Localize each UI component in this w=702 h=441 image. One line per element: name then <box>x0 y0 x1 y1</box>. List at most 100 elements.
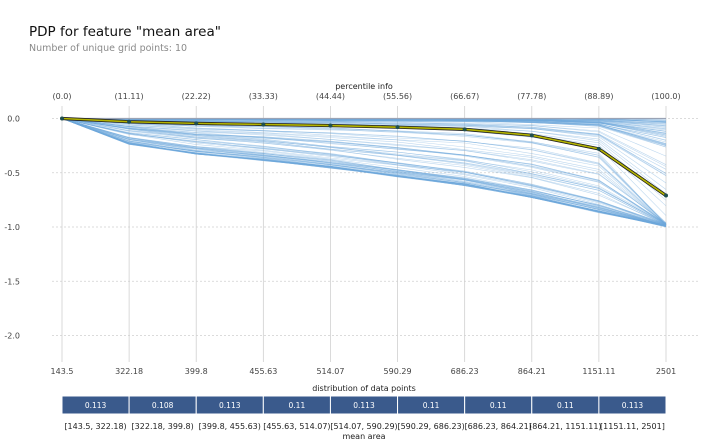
y-tick-label: -2.0 <box>4 332 20 341</box>
ice-line <box>61 118 667 226</box>
bin-value: 0.113 <box>85 401 107 410</box>
ice-line <box>61 118 667 137</box>
ice-line <box>61 118 667 146</box>
ice-line <box>61 118 667 225</box>
ice-line <box>61 118 667 225</box>
ice-line <box>61 118 667 227</box>
ice-line <box>61 118 667 226</box>
ice-line <box>61 118 667 148</box>
ice-line <box>61 118 667 225</box>
ice-line <box>61 118 667 225</box>
ice-line <box>61 118 667 227</box>
ice-line <box>61 118 667 225</box>
percentile-tick-label: (66.67) <box>450 92 479 101</box>
ice-line <box>61 118 667 224</box>
pdp-point <box>596 146 601 151</box>
ice-line <box>61 118 667 227</box>
ice-line <box>61 118 667 225</box>
pdp-point <box>127 119 132 124</box>
ice-line <box>61 118 667 225</box>
ice-line <box>61 118 667 225</box>
pdp-point <box>395 125 400 130</box>
x-tick-label: 864.21 <box>518 367 546 376</box>
ice-line <box>61 118 667 226</box>
x-axis-title: mean area <box>342 432 385 441</box>
ice-line <box>61 118 667 226</box>
ice-line <box>61 118 667 226</box>
x-tick-label: 143.5 <box>51 367 74 376</box>
percentile-tick-label: (100.0) <box>651 92 680 101</box>
ice-line <box>61 118 667 227</box>
x-tick-label: 514.07 <box>316 367 344 376</box>
percentile-tick-label: (88.89) <box>584 92 613 101</box>
ice-line <box>61 118 667 226</box>
pdp-point <box>664 193 668 198</box>
ice-line <box>61 118 667 227</box>
bin-value: 0.11 <box>490 401 507 410</box>
ice-line <box>61 118 667 226</box>
pdp-point <box>60 116 64 121</box>
ice-line <box>61 118 667 228</box>
y-tick-label: -1.5 <box>4 277 20 286</box>
ice-line <box>61 118 667 227</box>
ice-line <box>61 118 667 134</box>
ice-line <box>61 118 667 227</box>
ice-line <box>61 118 667 227</box>
ice-line <box>61 118 667 226</box>
ice-line <box>61 118 667 226</box>
ice-line <box>61 118 667 225</box>
ice-line <box>61 118 667 138</box>
axes: percentile info (0.0) (11.11) (22.22) (33.33… <box>4 82 680 376</box>
y-tick-label: 0.0 <box>7 115 20 124</box>
x-tick-label: 455.63 <box>249 367 277 376</box>
ice-line <box>61 118 667 165</box>
ice-line <box>61 118 667 226</box>
ice-line <box>61 118 667 227</box>
bin-range-label: [1151.11, 2501] <box>600 422 665 431</box>
bin-value: 0.108 <box>152 401 174 410</box>
x-tick-label: 590.29 <box>384 367 412 376</box>
ice-line <box>61 118 667 135</box>
ice-line <box>61 118 667 224</box>
pdp-point <box>194 121 199 126</box>
ice-line <box>61 118 667 226</box>
bin-range-label: [864.21, 1151.11) <box>529 422 601 431</box>
percentile-tick-label: (44.44) <box>316 92 345 101</box>
ice-line <box>61 118 667 145</box>
ice-line <box>61 118 667 226</box>
ice-line <box>61 118 667 175</box>
ice-line <box>61 118 667 227</box>
ice-line <box>61 118 667 224</box>
ice-line <box>61 118 667 225</box>
ice-line <box>62 118 667 141</box>
ice-line <box>61 118 667 129</box>
ice-line <box>61 118 667 190</box>
chart-subtitle: Number of unique grid points: 10 <box>29 43 188 54</box>
ice-line <box>61 118 667 224</box>
ice-line <box>61 118 667 224</box>
ice-line <box>61 118 667 227</box>
ice-line <box>61 118 667 224</box>
ice-line <box>61 118 667 226</box>
pdp-line-group <box>60 116 668 198</box>
ice-line <box>61 118 667 226</box>
ice-line <box>61 118 667 225</box>
ice-line <box>61 118 667 224</box>
ice-line <box>61 118 667 226</box>
ice-line <box>61 118 667 224</box>
ice-line <box>62 118 667 132</box>
ice-line <box>61 118 667 227</box>
ice-line <box>61 118 667 184</box>
bin-range-label: [143.5, 322.18) <box>64 422 126 431</box>
ice-line <box>61 118 667 227</box>
percentile-tick-label: (22.22) <box>182 92 211 101</box>
bin-range-label: [686.23, 864.21) <box>465 422 532 431</box>
percentile-tick-label: (11.11) <box>115 92 144 101</box>
ice-line <box>61 118 667 226</box>
ice-line <box>61 118 667 226</box>
ice-line <box>61 118 667 226</box>
ice-line <box>61 118 667 225</box>
pdp-point <box>462 127 467 132</box>
ice-line <box>61 118 667 228</box>
